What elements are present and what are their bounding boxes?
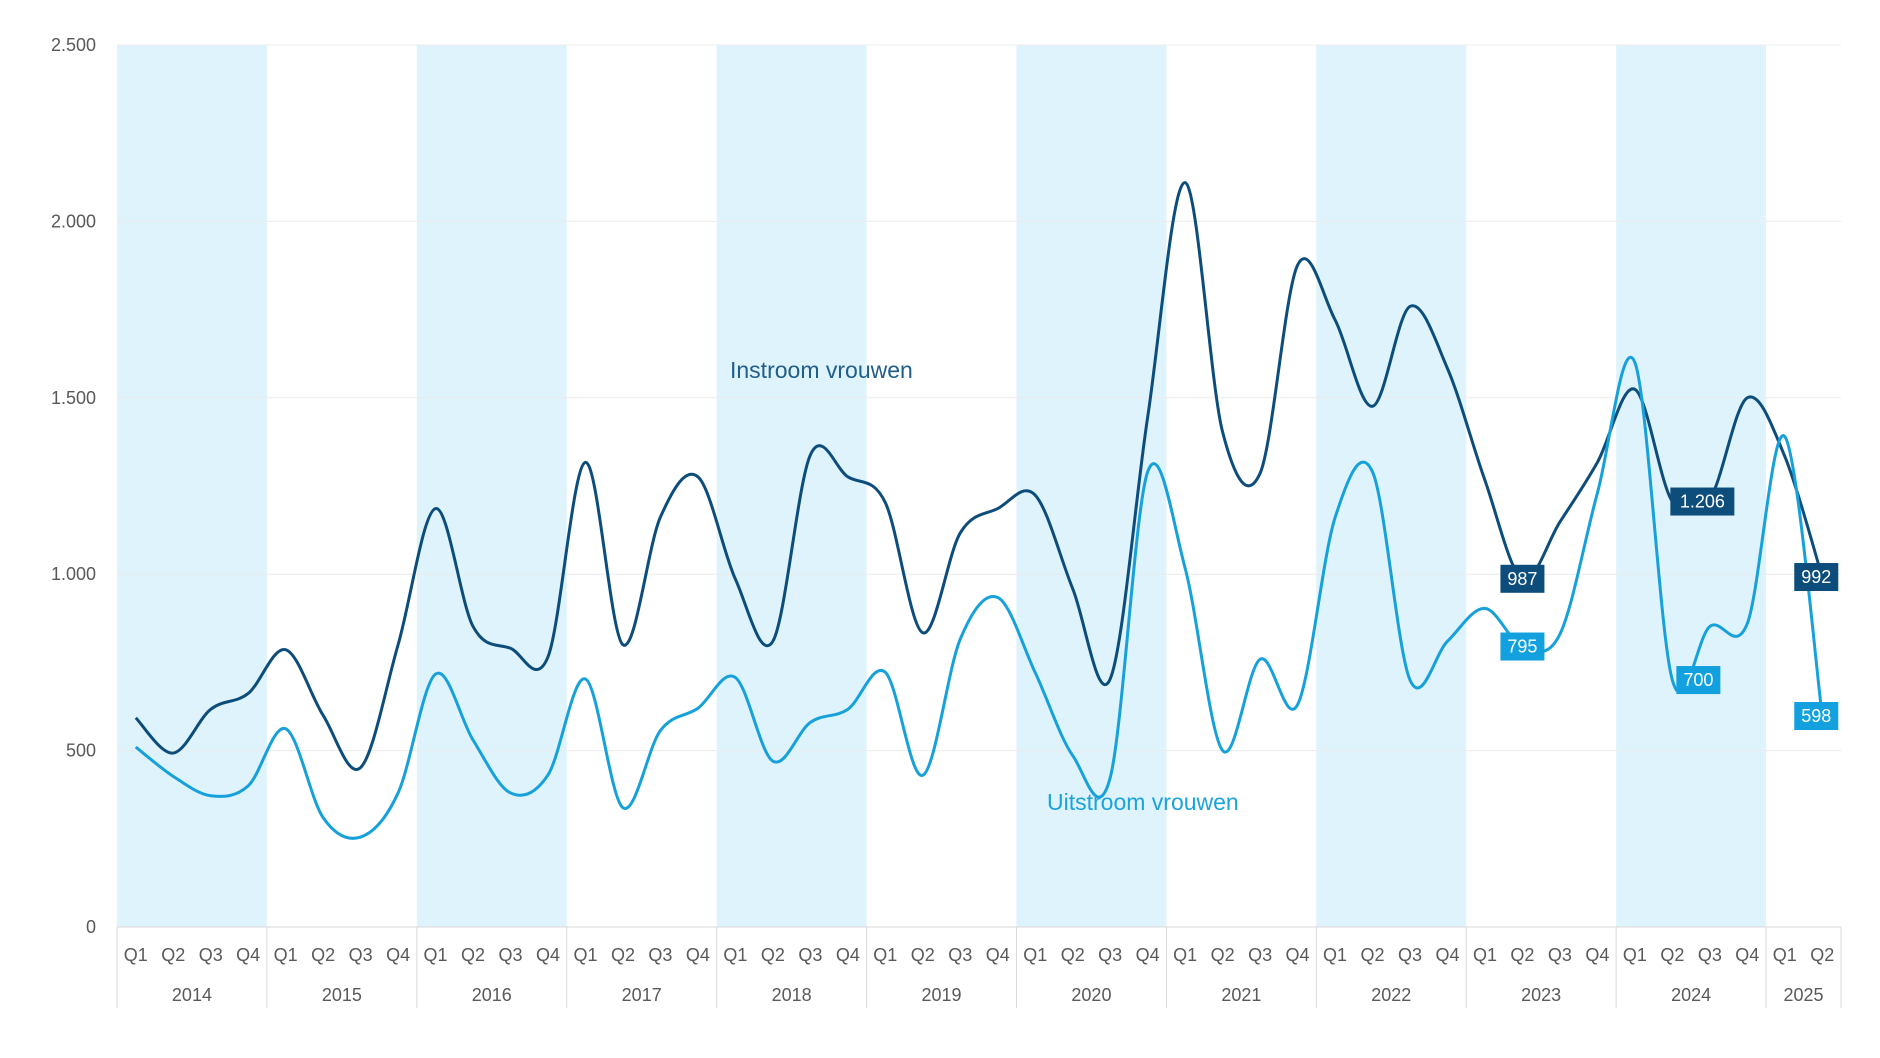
quarter-tick-label: Q4	[686, 945, 710, 965]
year-band-2020	[1016, 45, 1167, 927]
quarter-tick-label: Q1	[1173, 945, 1197, 965]
quarter-tick-label: Q1	[1623, 945, 1647, 965]
year-tick-label: 2015	[322, 985, 362, 1005]
year-tick-label: 2022	[1371, 985, 1411, 1005]
year-tick-label: 2025	[1783, 985, 1823, 1005]
year-band-2016	[416, 45, 567, 927]
quarter-tick-label: Q2	[1211, 945, 1235, 965]
gridlines	[117, 44, 1841, 928]
quarter-tick-label: Q3	[1248, 945, 1272, 965]
quarter-tick-label: Q2	[1361, 945, 1385, 965]
data-label: 700	[1683, 670, 1713, 690]
data-label-box	[1676, 666, 1721, 695]
series-lines	[134, 181, 1824, 840]
data-label: 598	[1801, 706, 1831, 726]
data-label-box	[1670, 487, 1735, 516]
quarter-tick-label: Q2	[1660, 945, 1684, 965]
series-line-uitstroom	[134, 355, 1824, 840]
data-label-box	[1794, 563, 1839, 592]
quarter-tick-label: Q2	[911, 945, 935, 965]
series-line-instroom	[134, 181, 1824, 771]
data-label: 987	[1507, 569, 1537, 589]
year-tick-label: 2014	[172, 985, 212, 1005]
year-tick-label: 2023	[1521, 985, 1561, 1005]
data-label-box	[1500, 632, 1545, 661]
data-label: 1.206	[1680, 492, 1725, 512]
y-tick-label: 500	[66, 741, 96, 761]
quarter-tick-label: Q4	[1435, 945, 1459, 965]
x-axis: Q1 Q2 Q3 Q4 2014 Q1 Q2 Q3 Q4 2015 Q1 Q2 Q3 Q4 2016 Q1 Q2…	[116, 927, 1842, 1008]
year-tick-label: 2016	[472, 985, 512, 1005]
quarter-tick-label: Q4	[536, 945, 560, 965]
quarter-tick-label: Q2	[761, 945, 785, 965]
quarter-tick-label: Q3	[1398, 945, 1422, 965]
data-labels: 987 1.206 992 795 700 598	[1500, 487, 1839, 731]
series-label-uitstroom: Uitstroom vrouwen	[1047, 789, 1239, 815]
quarter-tick-label: Q3	[948, 945, 972, 965]
year-tick-label: 2019	[921, 985, 961, 1005]
quarter-tick-label: Q2	[1510, 945, 1534, 965]
data-label: 992	[1801, 567, 1831, 587]
year-tick-label: 2024	[1671, 985, 1711, 1005]
quarter-tick-label: Q4	[836, 945, 860, 965]
quarter-tick-label: Q1	[424, 945, 448, 965]
quarter-tick-label: Q1	[573, 945, 597, 965]
quarter-tick-label: Q4	[986, 945, 1010, 965]
quarter-tick-label: Q1	[873, 945, 897, 965]
quarter-tick-label: Q4	[1735, 945, 1759, 965]
quarter-tick-label: Q1	[1323, 945, 1347, 965]
data-label-box	[1500, 564, 1545, 593]
series-label-instroom: Instroom vrouwen	[730, 357, 913, 383]
data-label-box	[1794, 702, 1839, 731]
quarter-tick-label: Q4	[236, 945, 260, 965]
y-tick-label: 1.500	[51, 388, 96, 408]
quarter-tick-label: Q1	[124, 945, 148, 965]
quarter-tick-label: Q2	[461, 945, 485, 965]
year-tick-label: 2018	[772, 985, 812, 1005]
quarter-tick-label: Q3	[1698, 945, 1722, 965]
y-axis: 0 500 1.000 1.500 2.000 2.500	[51, 35, 96, 937]
year-bands	[117, 45, 1767, 927]
quarter-tick-label: Q3	[199, 945, 223, 965]
quarter-tick-label: Q2	[1061, 945, 1085, 965]
quarter-tick-label: Q1	[1773, 945, 1797, 965]
quarter-tick-label: Q1	[1473, 945, 1497, 965]
y-tick-label: 1.000	[51, 564, 96, 584]
quarter-tick-label: Q3	[648, 945, 672, 965]
quarter-tick-label: Q3	[1098, 945, 1122, 965]
year-tick-label: 2017	[622, 985, 662, 1005]
data-label: 795	[1507, 637, 1537, 657]
year-band-2024	[1616, 45, 1767, 927]
quarter-tick-label: Q3	[1548, 945, 1572, 965]
quarter-tick-label: Q3	[499, 945, 523, 965]
year-band-2018	[716, 45, 867, 927]
year-band-2014	[117, 45, 267, 927]
y-tick-label: 2.000	[51, 211, 96, 231]
quarter-tick-label: Q3	[349, 945, 373, 965]
quarter-tick-label: Q2	[311, 945, 335, 965]
year-tick-label: 2021	[1221, 985, 1261, 1005]
quarter-tick-label: Q4	[1585, 945, 1609, 965]
y-tick-label: 2.500	[51, 35, 96, 55]
quarter-tick-label: Q2	[161, 945, 185, 965]
quarter-tick-label: Q3	[798, 945, 822, 965]
quarter-tick-label: Q1	[723, 945, 747, 965]
year-band-2022	[1316, 45, 1467, 927]
year-tick-label: 2020	[1071, 985, 1111, 1005]
y-tick-label: 0	[86, 917, 96, 937]
quarter-tick-label: Q2	[611, 945, 635, 965]
quarter-tick-label: Q2	[1810, 945, 1834, 965]
quarter-tick-label: Q4	[1286, 945, 1310, 965]
quarter-tick-label: Q1	[1023, 945, 1047, 965]
quarter-tick-label: Q4	[386, 945, 410, 965]
quarter-tick-label: Q4	[1136, 945, 1160, 965]
quarter-tick-label: Q1	[274, 945, 298, 965]
